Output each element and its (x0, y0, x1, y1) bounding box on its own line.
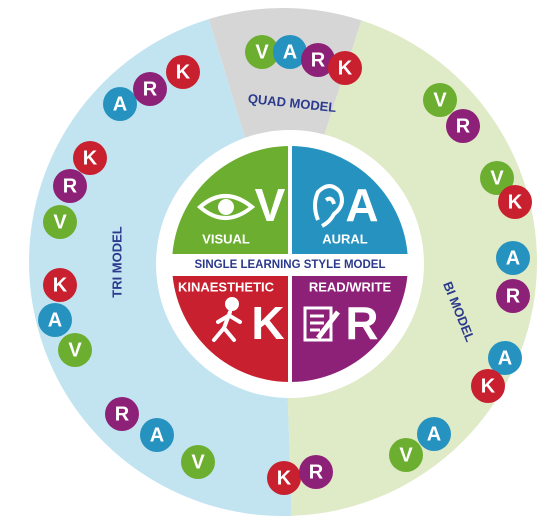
bubble (488, 341, 522, 375)
bubble-letter: R (63, 175, 78, 197)
bubble (480, 161, 514, 195)
bubble-letter: R (309, 461, 324, 483)
quadrant-letter: A (345, 179, 378, 231)
bubble (38, 303, 72, 337)
eye-icon (196, 194, 256, 220)
bubble-letter: K (277, 467, 292, 489)
bubble-letter: A (113, 93, 127, 115)
bubble-letter: R (115, 403, 130, 425)
bubble-letter: V (191, 451, 205, 473)
bubble (105, 397, 139, 431)
quadrant-label: VISUAL (202, 231, 250, 246)
bubble (103, 87, 137, 121)
quadrant-label: KINAESTHETIC (178, 279, 275, 294)
bubble-letter: K (176, 61, 191, 83)
bubble-letter: A (283, 41, 297, 63)
bubble (43, 205, 77, 239)
bubble-letter: V (399, 444, 413, 466)
bubble-letter: R (311, 49, 326, 71)
bubble-letter: K (481, 375, 496, 397)
bubble (73, 141, 107, 175)
bubble (53, 169, 87, 203)
bubble (181, 445, 215, 479)
bubble (133, 72, 167, 106)
bubble (417, 417, 451, 451)
bubble-letter: V (490, 167, 504, 189)
center-title: SINGLE LEARNING STYLE MODEL (194, 259, 385, 271)
bubble (140, 418, 174, 452)
quadrant-label: READ/WRITE (309, 279, 392, 294)
bubble (166, 55, 200, 89)
bubble (496, 241, 530, 275)
bubble-letter: R (143, 78, 158, 100)
bubble (273, 35, 307, 69)
bubble-letter: V (68, 339, 82, 361)
bubble-letter: A (48, 309, 62, 331)
bubble-letter: R (456, 115, 471, 137)
bubble-letter: V (53, 211, 67, 233)
quadrant-letter: R (345, 297, 378, 349)
bubble (58, 333, 92, 367)
bubble-letter: A (427, 423, 441, 445)
bubble (43, 268, 77, 302)
pencil-icon (303, 306, 340, 342)
bubble-letter: V (433, 89, 447, 111)
bubble (299, 455, 333, 489)
bubble (496, 279, 530, 313)
quadrant-letter: V (255, 179, 286, 231)
bubble-letter: A (498, 347, 512, 369)
ear-icon (313, 184, 344, 228)
bubble (423, 83, 457, 117)
bubble-letter: V (255, 41, 269, 63)
quadrant-label: AURAL (322, 231, 368, 246)
bubble-letter: A (506, 247, 520, 269)
quadrant-letter: K (251, 297, 284, 349)
bubble (498, 185, 532, 219)
model-label: TRI MODEL (109, 226, 124, 298)
bubble-letter: K (508, 191, 523, 213)
bubble-letter: R (506, 285, 521, 307)
bubble (301, 43, 335, 77)
bubble (446, 109, 480, 143)
bubble (471, 369, 505, 403)
bubble (245, 35, 279, 69)
bubble (328, 51, 362, 85)
bubble (267, 461, 301, 495)
bubble-letter: K (53, 274, 68, 296)
bubble (389, 438, 423, 472)
bubble-letter: A (150, 424, 164, 446)
bubble-letter: K (338, 57, 353, 79)
bubble-letter: K (83, 147, 98, 169)
runner-icon (212, 297, 242, 342)
